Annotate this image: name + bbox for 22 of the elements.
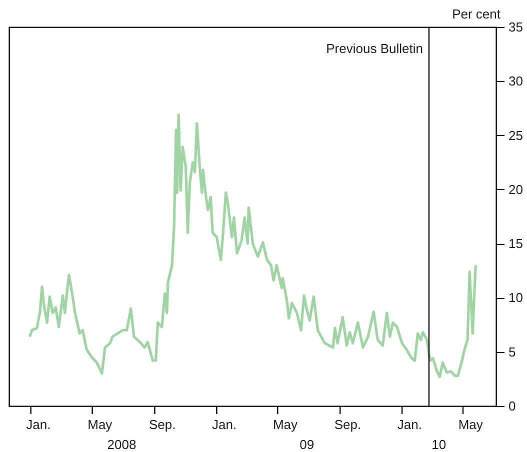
x-tick-label: May [88, 417, 113, 432]
x-tick-label: Sep. [148, 417, 176, 432]
y-tick-label: 35 [508, 20, 523, 34]
y-tick-label: 5 [508, 344, 516, 360]
x-tick-label: Jan. [212, 417, 237, 432]
text: 10 [432, 437, 446, 452]
x-tick-label: May [458, 417, 484, 432]
x-tick-label: Sep. [334, 417, 362, 432]
y-tick-label: 30 [508, 74, 523, 89]
y-axis-title: Per cent [452, 6, 501, 22]
line-series [28, 113, 477, 378]
text: 2008 [107, 437, 136, 452]
y-tick-label: 25 [508, 128, 523, 143]
y-tick-label: 20 [508, 182, 523, 197]
text: 09 [300, 437, 314, 452]
y-tick-label: 10 [508, 290, 523, 306]
y-tick-label: 0 [508, 398, 516, 414]
x-tick-label: Jan. [26, 417, 51, 432]
ref-line-label: Previous Bulletin [326, 41, 423, 56]
y-tick-label: 15 [508, 236, 523, 252]
x-tick-label: May [272, 417, 298, 432]
x-tick-label: Jan. [397, 417, 422, 432]
